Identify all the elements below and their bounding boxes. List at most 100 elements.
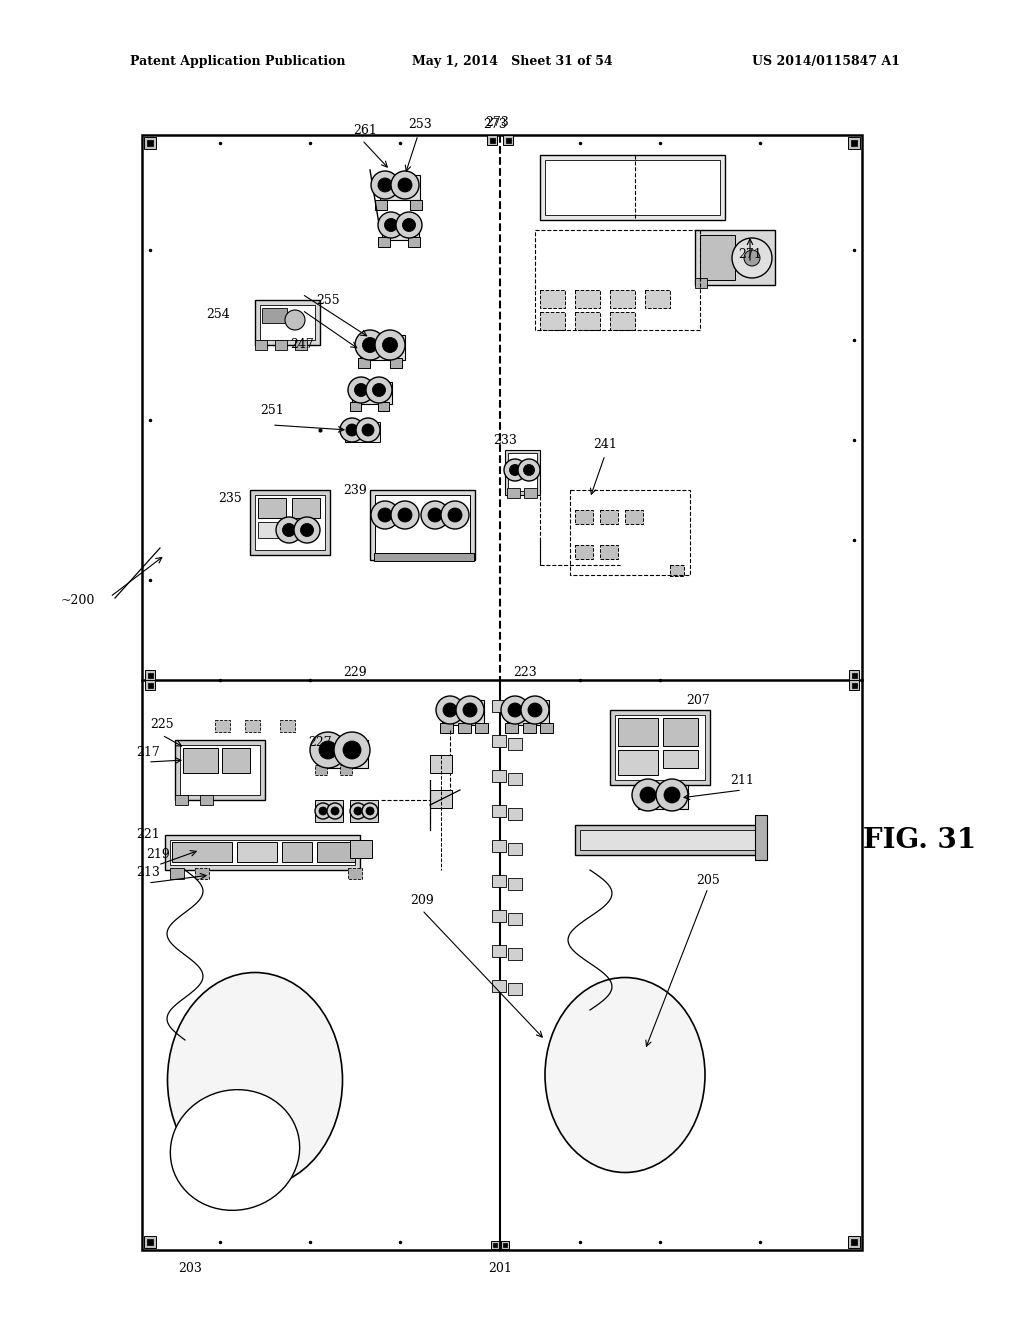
Bar: [492, 840, 506, 851]
Bar: [645, 290, 670, 308]
Bar: [615, 715, 705, 780]
Bar: [475, 723, 488, 733]
Bar: [508, 913, 522, 925]
Circle shape: [463, 704, 477, 717]
Bar: [410, 201, 422, 210]
Bar: [540, 154, 725, 220]
Circle shape: [319, 741, 337, 759]
Text: May 1, 2014   Sheet 31 of 54: May 1, 2014 Sheet 31 of 54: [412, 55, 612, 69]
Bar: [848, 137, 860, 149]
Bar: [237, 842, 278, 862]
Bar: [350, 840, 372, 858]
Circle shape: [436, 696, 464, 723]
Circle shape: [355, 330, 385, 360]
Circle shape: [443, 704, 457, 717]
Bar: [508, 453, 537, 491]
Bar: [852, 673, 857, 678]
Bar: [215, 719, 230, 733]
Text: 241: 241: [593, 438, 616, 451]
Bar: [492, 875, 506, 887]
Circle shape: [300, 524, 313, 536]
Circle shape: [285, 310, 305, 330]
Circle shape: [283, 524, 296, 536]
Bar: [440, 723, 453, 733]
Bar: [490, 1241, 499, 1249]
Circle shape: [375, 330, 406, 360]
Bar: [258, 521, 278, 539]
Text: 217: 217: [136, 746, 160, 759]
Bar: [318, 741, 368, 768]
Circle shape: [456, 696, 484, 723]
Circle shape: [294, 517, 319, 543]
Bar: [503, 135, 513, 145]
Bar: [490, 139, 495, 143]
Bar: [262, 308, 287, 323]
Circle shape: [510, 465, 520, 475]
Bar: [849, 680, 859, 690]
Circle shape: [366, 378, 392, 403]
Text: 239: 239: [343, 483, 367, 496]
Bar: [148, 682, 153, 688]
Circle shape: [334, 733, 370, 768]
Circle shape: [523, 465, 535, 475]
Bar: [540, 723, 553, 733]
Bar: [183, 748, 218, 774]
Bar: [275, 341, 287, 350]
Circle shape: [371, 502, 399, 529]
Bar: [610, 710, 710, 785]
Bar: [360, 335, 406, 360]
Bar: [350, 403, 361, 411]
Bar: [540, 312, 565, 330]
Bar: [348, 869, 362, 879]
Circle shape: [501, 696, 529, 723]
Circle shape: [310, 733, 346, 768]
Bar: [508, 983, 522, 995]
Circle shape: [354, 384, 368, 396]
Bar: [292, 498, 319, 517]
Circle shape: [340, 418, 364, 442]
Bar: [148, 673, 153, 678]
Circle shape: [315, 803, 331, 818]
Bar: [144, 137, 156, 149]
Bar: [618, 718, 658, 746]
Bar: [255, 341, 267, 350]
Bar: [508, 704, 522, 715]
Bar: [340, 766, 352, 775]
Bar: [260, 305, 315, 341]
Bar: [625, 510, 643, 524]
Bar: [375, 201, 387, 210]
Text: 201: 201: [488, 1262, 512, 1275]
Bar: [492, 770, 506, 781]
Bar: [851, 140, 857, 147]
Bar: [575, 510, 593, 524]
Circle shape: [319, 807, 327, 814]
Bar: [508, 774, 522, 785]
Bar: [370, 490, 475, 560]
Circle shape: [362, 338, 378, 352]
Bar: [375, 495, 470, 554]
Circle shape: [732, 238, 772, 279]
Bar: [638, 785, 688, 809]
Bar: [503, 1243, 507, 1247]
Circle shape: [518, 459, 540, 480]
Bar: [852, 682, 857, 688]
Circle shape: [354, 807, 362, 814]
Circle shape: [373, 384, 385, 396]
Bar: [524, 488, 537, 498]
Bar: [575, 825, 760, 855]
Circle shape: [327, 803, 343, 818]
Bar: [442, 700, 484, 725]
Bar: [508, 948, 522, 960]
Text: 247: 247: [290, 338, 314, 351]
Bar: [501, 1241, 509, 1249]
Circle shape: [449, 508, 462, 521]
Text: 203: 203: [178, 1262, 202, 1275]
Circle shape: [632, 779, 664, 810]
Bar: [600, 510, 618, 524]
Text: 209: 209: [411, 894, 434, 907]
Circle shape: [508, 704, 522, 717]
Bar: [700, 235, 735, 280]
Bar: [487, 135, 497, 145]
Bar: [492, 979, 506, 993]
Bar: [350, 800, 378, 822]
